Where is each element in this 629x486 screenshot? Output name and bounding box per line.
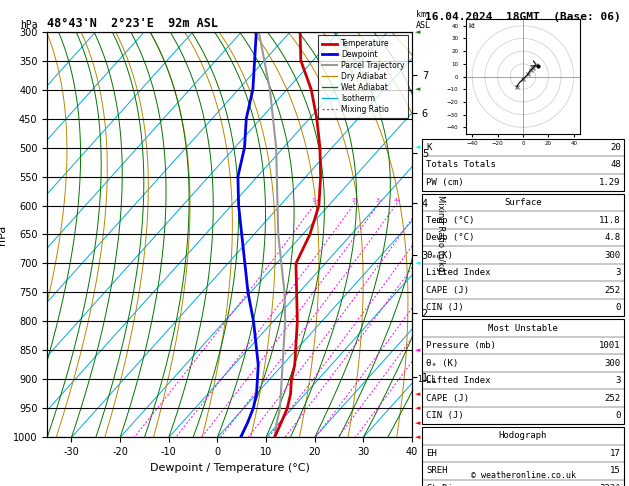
- Text: 300: 300: [604, 251, 621, 260]
- Text: CIN (J): CIN (J): [426, 411, 464, 420]
- Text: 48: 48: [610, 160, 621, 169]
- Text: EH: EH: [426, 449, 437, 458]
- Text: θₑ(K): θₑ(K): [426, 251, 454, 260]
- Text: SREH: SREH: [426, 467, 448, 475]
- Text: 252: 252: [604, 394, 621, 402]
- Text: ◄: ◄: [415, 260, 421, 266]
- Text: CAPE (J): CAPE (J): [426, 286, 469, 295]
- Y-axis label: Mixing Ratio (g/kg): Mixing Ratio (g/kg): [436, 195, 445, 274]
- Text: ◄: ◄: [415, 29, 421, 35]
- Text: 300: 300: [604, 359, 621, 367]
- Text: hPa: hPa: [20, 19, 38, 30]
- Text: Lifted Index: Lifted Index: [426, 268, 491, 277]
- Text: 3: 3: [615, 268, 621, 277]
- Text: Totals Totals: Totals Totals: [426, 160, 496, 169]
- Text: ◄: ◄: [415, 347, 421, 353]
- Text: ◄: ◄: [415, 144, 421, 151]
- Text: Most Unstable: Most Unstable: [488, 324, 558, 332]
- Text: 4: 4: [393, 198, 398, 203]
- Text: Surface: Surface: [504, 198, 542, 207]
- Text: ◄: ◄: [415, 391, 421, 397]
- X-axis label: Dewpoint / Temperature (°C): Dewpoint / Temperature (°C): [150, 463, 309, 473]
- Text: kt: kt: [468, 23, 475, 29]
- Text: ◄: ◄: [415, 405, 421, 412]
- Text: 1001: 1001: [599, 341, 621, 350]
- Text: CIN (J): CIN (J): [426, 303, 464, 312]
- Text: K: K: [426, 143, 432, 152]
- Y-axis label: hPa: hPa: [0, 225, 8, 244]
- Text: Pressure (mb): Pressure (mb): [426, 341, 496, 350]
- Text: 48°43'N  2°23'E  92m ASL: 48°43'N 2°23'E 92m ASL: [47, 17, 218, 31]
- Text: © weatheronline.co.uk: © weatheronline.co.uk: [470, 470, 576, 480]
- Text: 0: 0: [615, 411, 621, 420]
- Text: 3: 3: [376, 198, 379, 203]
- Text: 1.29: 1.29: [599, 178, 621, 187]
- Text: ◄: ◄: [415, 434, 421, 440]
- Text: 252: 252: [604, 286, 621, 295]
- Text: 20: 20: [610, 143, 621, 152]
- Text: km
ASL: km ASL: [416, 10, 431, 30]
- Text: 3: 3: [615, 376, 621, 385]
- Text: ◄: ◄: [415, 420, 421, 426]
- Text: 2: 2: [351, 198, 355, 203]
- Text: 0: 0: [615, 303, 621, 312]
- Text: Lifted Index: Lifted Index: [426, 376, 491, 385]
- Text: StmDir: StmDir: [426, 484, 459, 486]
- Text: PW (cm): PW (cm): [426, 178, 464, 187]
- Text: Hodograph: Hodograph: [499, 432, 547, 440]
- Text: 4.8: 4.8: [604, 233, 621, 242]
- Legend: Temperature, Dewpoint, Parcel Trajectory, Dry Adiabat, Wet Adiabat, Isotherm, Mi: Temperature, Dewpoint, Parcel Trajectory…: [318, 35, 408, 118]
- Text: 16.04.2024  18GMT  (Base: 06): 16.04.2024 18GMT (Base: 06): [425, 12, 621, 22]
- Text: 15: 15: [610, 467, 621, 475]
- Text: 11.8: 11.8: [599, 216, 621, 225]
- Text: 1LCL: 1LCL: [418, 375, 436, 384]
- Text: 333°: 333°: [599, 484, 621, 486]
- Text: θₑ (K): θₑ (K): [426, 359, 459, 367]
- Text: 17: 17: [610, 449, 621, 458]
- Text: CAPE (J): CAPE (J): [426, 394, 469, 402]
- Text: Temp (°C): Temp (°C): [426, 216, 475, 225]
- Text: Dewp (°C): Dewp (°C): [426, 233, 475, 242]
- Text: ◄: ◄: [415, 87, 421, 92]
- Text: 1: 1: [312, 198, 316, 203]
